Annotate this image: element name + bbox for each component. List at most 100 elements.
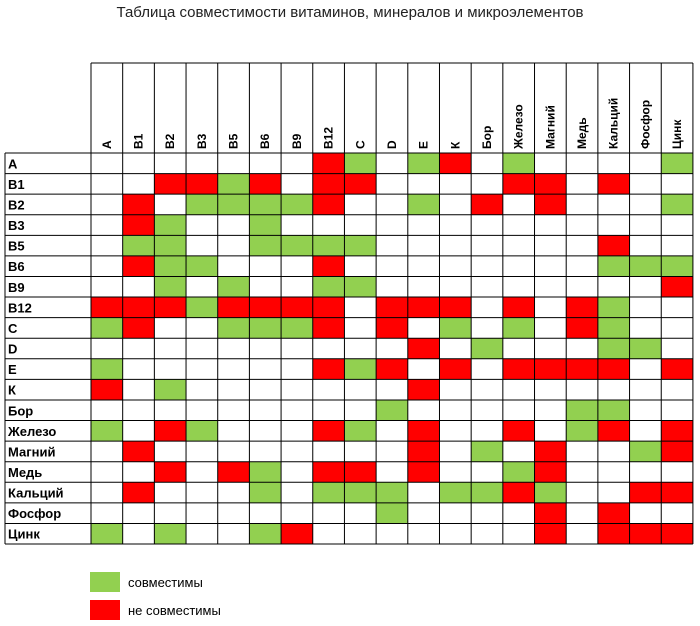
cell-empty: [376, 276, 408, 298]
cell-incompatible: [407, 297, 440, 318]
cell-incompatible: [407, 420, 440, 442]
cell-empty: [91, 338, 123, 359]
cell-empty: [407, 482, 440, 503]
cell-empty: [186, 235, 218, 256]
cell-incompatible: [566, 297, 598, 318]
cell-empty: [376, 255, 408, 277]
cell-empty: [566, 461, 598, 483]
row-label: Е: [8, 362, 17, 377]
cell-empty: [249, 399, 282, 421]
row-label: К: [8, 383, 16, 398]
cell-compatible: [91, 523, 123, 545]
cell-compatible: [217, 194, 250, 215]
cell-empty: [471, 153, 503, 174]
cell-empty: [91, 461, 123, 483]
cell-empty: [281, 441, 313, 462]
cell-compatible: [217, 173, 250, 195]
cell-empty: [122, 173, 155, 195]
cell-compatible: [91, 358, 123, 380]
cell-incompatible: [502, 358, 535, 380]
cell-empty: [376, 338, 408, 359]
cell-incompatible: [597, 173, 630, 195]
cell-compatible: [249, 317, 282, 339]
cell-empty: [661, 235, 693, 256]
legend-compatible: совместимы: [90, 572, 203, 592]
row-label: Кальций: [8, 486, 64, 501]
cell-incompatible: [534, 441, 567, 462]
cell-incompatible: [217, 461, 250, 483]
cell-empty: [661, 173, 693, 195]
cell-empty: [281, 482, 313, 503]
cell-incompatible: [597, 502, 630, 524]
cell-empty: [186, 482, 218, 503]
cell-incompatible: [312, 420, 345, 442]
cell-empty: [154, 317, 187, 339]
cell-empty: [534, 317, 567, 339]
cell-empty: [566, 482, 598, 503]
cell-empty: [502, 235, 535, 256]
cell-compatible: [661, 255, 693, 277]
cell-incompatible: [344, 173, 377, 195]
cell-empty: [376, 461, 408, 483]
cell-empty: [471, 214, 503, 236]
cell-incompatible: [249, 173, 282, 195]
cell-compatible: [154, 235, 187, 256]
cell-empty: [471, 461, 503, 483]
cell-empty: [122, 379, 155, 400]
cell-compatible: [154, 255, 187, 277]
cell-empty: [186, 399, 218, 421]
cell-empty: [91, 235, 123, 256]
cell-empty: [534, 276, 567, 298]
cell-empty: [281, 153, 313, 174]
cell-empty: [376, 441, 408, 462]
cell-empty: [154, 338, 187, 359]
cell-incompatible: [597, 523, 630, 545]
column-label: Железо: [512, 104, 526, 150]
cell-compatible: [566, 420, 598, 442]
cell-incompatible: [629, 482, 662, 503]
cell-empty: [502, 441, 535, 462]
cell-incompatible: [154, 420, 187, 442]
cell-incompatible: [312, 317, 345, 339]
cell-empty: [439, 420, 472, 442]
cell-incompatible: [154, 173, 187, 195]
cell-empty: [344, 317, 377, 339]
cell-empty: [439, 523, 472, 545]
cell-empty: [344, 379, 377, 400]
cell-incompatible: [312, 173, 345, 195]
cell-empty: [534, 255, 567, 277]
page-title: Таблица совместимости витаминов, минерал…: [116, 4, 584, 21]
cell-empty: [122, 153, 155, 174]
cell-incompatible: [661, 441, 693, 462]
cell-empty: [597, 441, 630, 462]
column-label: Кальций: [607, 98, 621, 149]
cell-incompatible: [439, 297, 472, 318]
cell-compatible: [376, 502, 408, 524]
cell-empty: [217, 523, 250, 545]
cell-compatible: [249, 523, 282, 545]
cell-empty: [407, 276, 440, 298]
cell-compatible: [376, 399, 408, 421]
cell-incompatible: [312, 153, 345, 174]
cell-incompatible: [154, 461, 187, 483]
cell-incompatible: [661, 358, 693, 380]
cell-empty: [629, 379, 662, 400]
cell-empty: [281, 276, 313, 298]
row-label: В5: [8, 239, 25, 254]
cell-incompatible: [597, 358, 630, 380]
cell-empty: [661, 214, 693, 236]
row-label: В6: [8, 259, 25, 274]
cell-compatible: [629, 255, 662, 277]
row-label: В12: [8, 300, 32, 315]
cell-compatible: [281, 317, 313, 339]
cell-empty: [186, 441, 218, 462]
cell-incompatible: [661, 276, 693, 298]
cell-compatible: [597, 297, 630, 318]
cell-incompatible: [566, 317, 598, 339]
cell-empty: [122, 502, 155, 524]
cell-empty: [312, 338, 345, 359]
cell-compatible: [376, 482, 408, 503]
cell-empty: [439, 379, 472, 400]
cell-empty: [281, 358, 313, 380]
cell-incompatible: [502, 297, 535, 318]
